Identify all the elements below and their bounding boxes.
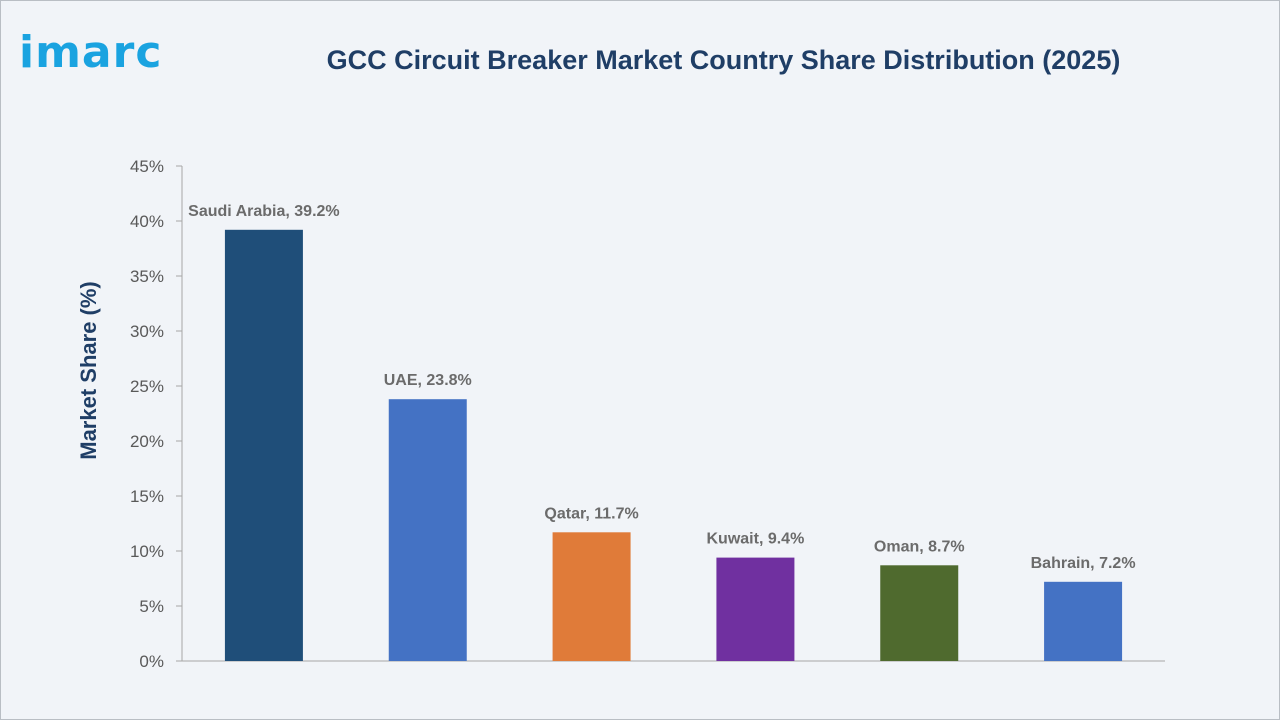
data-label: Saudi Arabia, 39.2% bbox=[188, 203, 339, 220]
y-tick-label: 35% bbox=[130, 267, 164, 286]
data-label: Bahrain, 7.2% bbox=[1031, 555, 1136, 572]
bar-qatar bbox=[552, 532, 631, 661]
y-tick-label: 5% bbox=[139, 597, 164, 616]
chart-title: GCC Circuit Breaker Market Country Share… bbox=[326, 45, 1121, 75]
y-axis-title: Market Share (%) bbox=[76, 281, 101, 460]
data-label: Kuwait, 9.4% bbox=[707, 531, 805, 548]
bar-oman bbox=[880, 565, 959, 661]
y-tick-label: 0% bbox=[139, 652, 164, 671]
bar-saudi-arabia bbox=[224, 229, 303, 662]
bar-kuwait bbox=[716, 557, 795, 661]
bar-bahrain bbox=[1044, 581, 1123, 661]
data-label: UAE, 23.8% bbox=[384, 372, 472, 389]
data-label: Oman, 8.7% bbox=[874, 538, 965, 555]
y-tick-label: 30% bbox=[130, 322, 164, 341]
imarc-logo: imarc bbox=[19, 27, 163, 78]
y-tick-label: 45% bbox=[130, 157, 164, 176]
y-tick-label: 25% bbox=[130, 377, 164, 396]
data-label: Qatar, 11.7% bbox=[544, 505, 638, 522]
y-tick-label: 20% bbox=[130, 432, 164, 451]
y-tick-label: 15% bbox=[130, 487, 164, 506]
y-tick-label: 40% bbox=[130, 212, 164, 231]
bar-uae bbox=[388, 399, 467, 661]
y-tick-label: 10% bbox=[130, 542, 164, 561]
